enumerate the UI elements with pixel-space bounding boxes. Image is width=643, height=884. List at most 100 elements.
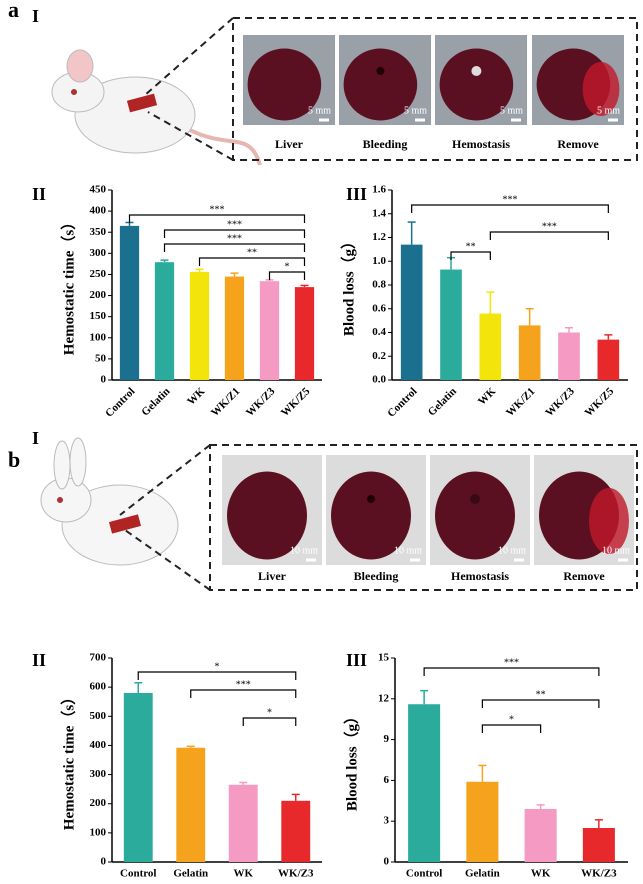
x-tick-label: WK xyxy=(531,868,551,880)
bleeding-spot xyxy=(367,495,375,503)
significance-bracket xyxy=(268,271,306,280)
removed-blood xyxy=(582,62,620,116)
photo-caption: Hemostasis xyxy=(452,137,510,151)
bar xyxy=(597,339,620,380)
y-tick-label: 0.0 xyxy=(372,374,386,386)
y-tick-label: 0.2 xyxy=(372,350,386,362)
photo-caption: Hemostasis xyxy=(451,569,509,583)
significance-bracket xyxy=(190,689,297,698)
photo-caption: Bleeding xyxy=(354,569,399,583)
x-tick-label: WK xyxy=(233,868,253,880)
y-axis-title: Hemostatic time（s） xyxy=(59,215,77,355)
bar xyxy=(440,269,462,380)
x-tick-label: Gelatin xyxy=(426,385,459,418)
bar xyxy=(228,784,258,862)
y-tick-label: 700 xyxy=(90,652,107,664)
significance-label: *** xyxy=(236,679,251,690)
y-tick-label: 1.6 xyxy=(372,184,386,196)
scale-bar-label: 5 mm xyxy=(308,105,331,116)
x-tick-label: Control xyxy=(103,385,137,419)
x-tick-label: WK xyxy=(476,385,499,408)
significance-label: * xyxy=(267,707,272,718)
panel-label: b xyxy=(8,447,20,472)
bar xyxy=(259,281,280,380)
y-tick-label: 3 xyxy=(384,815,390,827)
y-tick-label: 1.4 xyxy=(372,207,386,219)
x-tick-label: Gelatin xyxy=(173,868,208,880)
y-tick-label: 0 xyxy=(101,374,107,386)
y-tick-label: 250 xyxy=(90,268,107,280)
scale-bar-label: 5 mm xyxy=(500,105,523,116)
bar xyxy=(224,276,245,380)
y-axis-title: Hemostatic time（s） xyxy=(59,690,77,830)
significance-label: *** xyxy=(504,657,519,668)
significance-bracket xyxy=(163,229,306,238)
significance-bracket xyxy=(198,257,306,266)
bar xyxy=(176,747,206,862)
x-tick-label: WK/Z1 xyxy=(504,385,538,419)
y-tick-label: 450 xyxy=(90,184,107,196)
bleeding-spot xyxy=(376,67,385,75)
significance-bracket xyxy=(242,717,297,726)
y-tick-label: 400 xyxy=(90,739,107,751)
photo-caption: Liver xyxy=(258,569,287,583)
liver-photo xyxy=(247,48,322,121)
y-axis-title: Blood loss（g） xyxy=(339,234,357,336)
significance-bracket xyxy=(128,214,306,223)
rabbit-illustration xyxy=(40,437,179,566)
y-tick-label: 1.2 xyxy=(372,231,386,243)
x-tick-label: Gelatin xyxy=(139,385,172,418)
liver-photo xyxy=(331,471,411,560)
scale-bar-label: 10 mm xyxy=(498,545,526,556)
bar xyxy=(518,325,541,380)
significance-label: *** xyxy=(210,204,225,215)
significance-label: * xyxy=(285,261,290,272)
y-tick-label: 0.4 xyxy=(372,326,386,338)
liver-photo xyxy=(435,471,515,560)
sub-panel-label: I xyxy=(32,6,39,26)
significance-label: ** xyxy=(466,241,476,252)
y-tick-label: 0 xyxy=(384,856,390,868)
x-tick-label: Gelatin xyxy=(465,868,500,880)
y-axis-title: Blood loss（g） xyxy=(342,709,360,811)
y-tick-label: 400 xyxy=(90,205,107,217)
x-tick-label: WK/Z5 xyxy=(583,385,617,419)
y-tick-label: 0.8 xyxy=(372,279,386,291)
sub-panel-label: II xyxy=(32,650,46,670)
y-tick-label: 50 xyxy=(95,352,107,364)
hemostasis-spot xyxy=(471,66,482,76)
significance-bracket xyxy=(137,671,297,680)
significance-bracket xyxy=(481,724,542,733)
significance-label: *** xyxy=(227,233,242,244)
sub-panel-label: III xyxy=(346,184,367,204)
y-tick-label: 350 xyxy=(90,226,107,238)
y-tick-label: 200 xyxy=(90,289,107,301)
y-tick-label: 9 xyxy=(384,733,390,745)
x-tick-label: WK/Z3 xyxy=(278,868,314,880)
y-tick-label: 12 xyxy=(378,692,390,704)
x-tick-label: WK xyxy=(185,385,208,408)
bar xyxy=(281,800,311,862)
significance-label: *** xyxy=(227,219,242,230)
bar xyxy=(294,287,315,380)
significance-bracket xyxy=(163,243,306,252)
significance-label: * xyxy=(215,661,220,672)
x-tick-label: Control xyxy=(406,868,442,880)
y-tick-label: 150 xyxy=(90,310,107,322)
photo-caption: Remove xyxy=(557,137,599,151)
y-tick-label: 300 xyxy=(90,247,107,259)
y-tick-label: 600 xyxy=(90,681,107,693)
photo-frames xyxy=(119,17,638,591)
x-tick-label: WK/Z3 xyxy=(543,385,577,419)
photo-caption: Liver xyxy=(275,137,304,151)
bar xyxy=(558,332,580,380)
bar xyxy=(400,244,423,380)
x-tick-label: WK/Z3 xyxy=(244,385,278,419)
hemostasis-spot xyxy=(470,494,480,504)
x-tick-label: Control xyxy=(385,385,419,419)
y-tick-label: 1.0 xyxy=(372,255,386,267)
bar xyxy=(408,704,441,862)
y-tick-label: 0 xyxy=(101,856,107,868)
significance-bracket xyxy=(423,667,600,676)
